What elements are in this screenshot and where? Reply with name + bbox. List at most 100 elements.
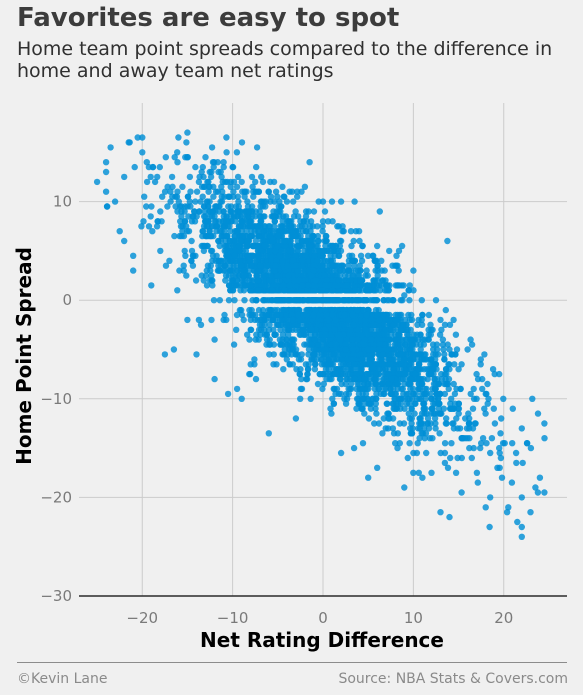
data-point [370, 331, 377, 338]
data-point [418, 321, 426, 328]
data-point [281, 242, 289, 250]
data-point [411, 410, 418, 417]
data-point [518, 523, 525, 531]
data-point [238, 218, 245, 225]
data-point [410, 267, 417, 274]
data-point [321, 326, 329, 333]
data-point [211, 218, 219, 225]
data-point [151, 178, 159, 186]
data-point [332, 341, 340, 348]
y-tick-label: 10 [53, 193, 72, 211]
data-point [373, 326, 380, 333]
data-point [231, 297, 238, 304]
data-point [442, 306, 449, 314]
data-point [416, 395, 423, 402]
data-point [216, 267, 223, 274]
data-point [270, 341, 278, 348]
data-point [192, 277, 200, 284]
data-point [296, 316, 303, 324]
data-point [174, 287, 181, 294]
data-point [479, 435, 487, 442]
data-point [139, 149, 146, 156]
x-axis-label: Net Rating Difference [200, 628, 444, 652]
data-point [392, 311, 399, 319]
data-point [450, 420, 457, 427]
data-point [328, 410, 335, 417]
data-point [317, 356, 325, 363]
data-point [420, 425, 428, 432]
data-point [208, 223, 216, 230]
data-point [319, 385, 326, 393]
data-point [302, 208, 310, 215]
data-point [447, 400, 454, 407]
data-point [448, 395, 455, 402]
data-point [339, 228, 346, 235]
data-point [235, 272, 243, 279]
data-point [388, 351, 395, 358]
data-point [375, 420, 383, 427]
data-point [474, 479, 481, 486]
data-point [231, 247, 239, 255]
data-point [419, 336, 426, 343]
data-point [265, 188, 272, 195]
data-point [400, 361, 408, 368]
data-point [466, 415, 473, 422]
data-point [518, 425, 525, 432]
data-point [213, 223, 221, 230]
data-point [134, 134, 141, 141]
data-point [376, 287, 384, 294]
chart-title: Favorites are easy to spot [17, 3, 400, 33]
data-point [319, 198, 327, 205]
data-point [337, 237, 345, 245]
data-point [303, 375, 311, 383]
data-point [417, 331, 424, 338]
data-point [225, 297, 233, 304]
data-point [438, 326, 445, 333]
data-point [233, 385, 241, 393]
data-point [365, 306, 372, 314]
data-point [188, 237, 195, 245]
data-point [154, 173, 161, 181]
data-point [200, 242, 207, 250]
data-point [266, 228, 273, 235]
data-point [318, 361, 325, 368]
data-point [364, 346, 371, 353]
data-point [418, 356, 426, 363]
data-point [374, 464, 381, 471]
data-point [422, 395, 429, 402]
data-point [220, 208, 227, 215]
data-point [267, 232, 274, 240]
data-point [328, 198, 336, 205]
data-point [270, 351, 277, 358]
data-point [222, 242, 230, 250]
data-point [258, 282, 265, 289]
data-point [205, 218, 212, 225]
data-point [199, 163, 206, 171]
data-point [477, 361, 484, 368]
data-point [187, 188, 194, 195]
data-point [318, 267, 325, 274]
data-point [265, 430, 272, 437]
data-point [359, 356, 366, 363]
data-point [433, 346, 441, 353]
data-point [207, 232, 215, 240]
data-point [332, 316, 339, 324]
data-point [518, 494, 525, 501]
data-point [211, 375, 218, 383]
data-point [257, 326, 265, 333]
data-point [283, 198, 291, 205]
data-point [523, 440, 531, 447]
data-point [301, 247, 308, 255]
data-point [269, 316, 277, 324]
data-point [350, 351, 358, 358]
data-point [368, 316, 375, 324]
data-point [167, 198, 174, 205]
data-point [481, 351, 488, 358]
data-point [275, 232, 282, 240]
data-point [241, 193, 248, 200]
data-point [401, 484, 408, 491]
data-point [295, 306, 302, 314]
data-point [211, 336, 218, 343]
data-point [200, 173, 207, 181]
data-point [246, 218, 254, 225]
